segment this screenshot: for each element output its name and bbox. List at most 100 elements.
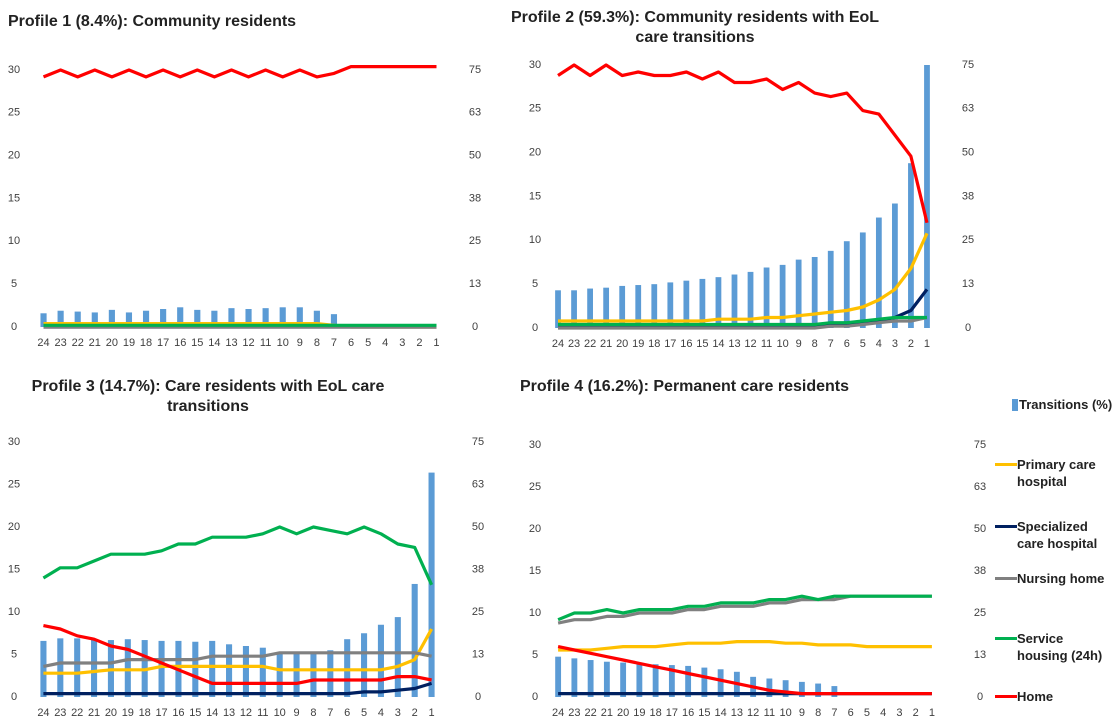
x-tick-label: 7 bbox=[331, 337, 337, 349]
y-tick-label: 30 bbox=[8, 64, 20, 76]
x-tick-label: 6 bbox=[848, 707, 854, 719]
bar bbox=[815, 683, 822, 697]
legend-swatch bbox=[995, 695, 1017, 698]
y-tick-label: 15 bbox=[529, 565, 541, 577]
y-tick-label: 20 bbox=[529, 523, 541, 535]
x-tick-label: 17 bbox=[155, 707, 167, 719]
bar bbox=[245, 309, 252, 327]
x-tick-label: 4 bbox=[382, 337, 388, 349]
bar bbox=[651, 284, 658, 328]
bar bbox=[587, 288, 593, 328]
x-tick-label: 10 bbox=[776, 338, 788, 350]
legend-label: Transitions (%) bbox=[1019, 397, 1113, 412]
y2-tick-label: 50 bbox=[472, 521, 484, 533]
bar bbox=[91, 639, 98, 697]
bar bbox=[330, 314, 338, 327]
y2-tick-label: 25 bbox=[974, 607, 986, 619]
bar bbox=[394, 617, 401, 697]
x-tick-label: 11 bbox=[764, 707, 775, 719]
bar bbox=[91, 312, 98, 327]
bar bbox=[296, 307, 303, 327]
x-tick-label: 8 bbox=[812, 338, 818, 350]
x-tick-label: 8 bbox=[815, 707, 821, 719]
x-tick-label: 5 bbox=[864, 707, 870, 719]
line bbox=[558, 315, 928, 330]
bar bbox=[262, 308, 269, 327]
x-tick-label: 15 bbox=[191, 337, 203, 349]
x-tick-label: 1 bbox=[433, 337, 439, 349]
x-tick-label: 20 bbox=[616, 338, 628, 350]
legend-swatch bbox=[995, 463, 1017, 466]
legend-label: Nursing home bbox=[1017, 571, 1105, 586]
y-tick-label: 10 bbox=[529, 607, 541, 619]
bar bbox=[620, 662, 627, 697]
x-tick-label: 15 bbox=[696, 338, 708, 350]
x-tick-label: 15 bbox=[189, 707, 201, 719]
y-tick-label: 5 bbox=[11, 278, 17, 290]
line bbox=[43, 651, 432, 668]
chart-title: Profile 2 (59.3%): Community residents w… bbox=[510, 9, 880, 46]
x-tick-label: 19 bbox=[633, 707, 645, 719]
y-tick-label: 30 bbox=[529, 59, 541, 71]
y2-tick-label: 0 bbox=[472, 321, 478, 333]
legend-label: Service housing (24h) bbox=[1017, 631, 1103, 663]
x-tick-label: 3 bbox=[395, 707, 401, 719]
y-tick-label: 20 bbox=[8, 150, 20, 162]
x-tick-label: 4 bbox=[876, 338, 882, 350]
y-tick-label: 15 bbox=[529, 190, 541, 202]
bar bbox=[124, 639, 131, 697]
x-tick-label: 11 bbox=[257, 707, 268, 719]
x-tick-label: 18 bbox=[650, 707, 662, 719]
x-tick-label: 14 bbox=[206, 707, 218, 719]
x-tick-label: 5 bbox=[361, 707, 367, 719]
bar bbox=[717, 669, 724, 697]
bar bbox=[327, 650, 334, 697]
y2-tick-label: 38 bbox=[974, 565, 986, 577]
bar bbox=[242, 646, 249, 697]
bar bbox=[125, 312, 133, 327]
x-tick-label: 16 bbox=[174, 337, 186, 349]
line bbox=[558, 315, 927, 327]
bar bbox=[811, 256, 818, 328]
x-tick-label: 6 bbox=[348, 337, 354, 349]
chart-title: Profile 4 (16.2%): Permanent care reside… bbox=[520, 378, 850, 395]
x-tick-label: 17 bbox=[157, 337, 169, 349]
bar bbox=[211, 310, 218, 327]
y-tick-label: 10 bbox=[8, 235, 20, 247]
bar bbox=[293, 653, 300, 697]
x-tick-label: 12 bbox=[744, 338, 756, 350]
bar bbox=[194, 309, 201, 327]
x-tick-label: 12 bbox=[242, 337, 254, 349]
x-tick-label: 14 bbox=[208, 337, 220, 349]
bar bbox=[924, 65, 930, 328]
bar bbox=[310, 652, 317, 697]
x-tick-label: 21 bbox=[88, 707, 100, 719]
bar bbox=[276, 651, 283, 697]
y-tick-label: 25 bbox=[529, 103, 541, 115]
bar bbox=[555, 656, 562, 697]
y-tick-label: 15 bbox=[8, 563, 20, 575]
x-tick-label: 5 bbox=[860, 338, 866, 350]
x-tick-label: 23 bbox=[568, 707, 580, 719]
x-tick-label: 8 bbox=[310, 707, 316, 719]
x-tick-label: 22 bbox=[72, 337, 84, 349]
bar bbox=[635, 285, 642, 328]
x-tick-label: 3 bbox=[399, 337, 405, 349]
x-tick-label: 23 bbox=[55, 337, 67, 349]
legend-label: Primary care hospital bbox=[1017, 457, 1096, 489]
x-tick-label: 22 bbox=[585, 707, 597, 719]
bar bbox=[798, 681, 805, 697]
x-tick-label: 7 bbox=[831, 707, 837, 719]
y-tick-label: 20 bbox=[529, 147, 541, 159]
bar bbox=[683, 280, 690, 328]
y-tick-label: 5 bbox=[532, 649, 538, 661]
x-tick-label: 17 bbox=[664, 338, 676, 350]
y2-tick-label: 13 bbox=[974, 649, 986, 661]
x-tick-label: 1 bbox=[429, 707, 435, 719]
y2-tick-label: 0 bbox=[475, 691, 481, 703]
bar bbox=[619, 285, 626, 328]
bar bbox=[636, 663, 643, 697]
line bbox=[42, 525, 434, 586]
x-tick-label: 21 bbox=[600, 338, 612, 350]
